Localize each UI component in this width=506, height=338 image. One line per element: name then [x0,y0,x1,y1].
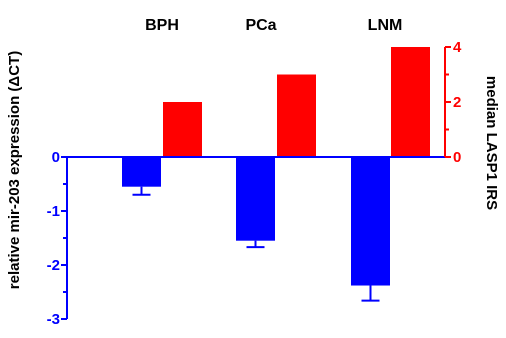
blue-bar-bph [122,157,161,187]
left-axis-title: relative mir-203 expression (ΔCT) [6,51,23,289]
left-axis-tick-label: -2 [47,257,60,274]
category-label-bph: BPH [145,17,179,34]
blue-bar-lnm [351,157,390,286]
red-bar-bph [163,102,202,157]
right-axis-tick-label: 4 [453,39,462,56]
category-label-lnm: LNM [368,17,403,34]
left-axis-tick-label: 0 [52,149,60,166]
right-axis-tick-label: 2 [453,94,461,111]
right-axis-tick-label: 0 [453,149,461,166]
right-axis-title: median LASP1 IRS [483,76,500,210]
red-bar-lnm [391,47,430,157]
left-axis-tick-label: -3 [47,311,60,328]
category-label-pca: PCa [245,17,276,34]
blue-bar-pca [236,157,275,241]
red-bar-pca [277,74,316,157]
left-axis-tick-label: -1 [47,203,60,220]
